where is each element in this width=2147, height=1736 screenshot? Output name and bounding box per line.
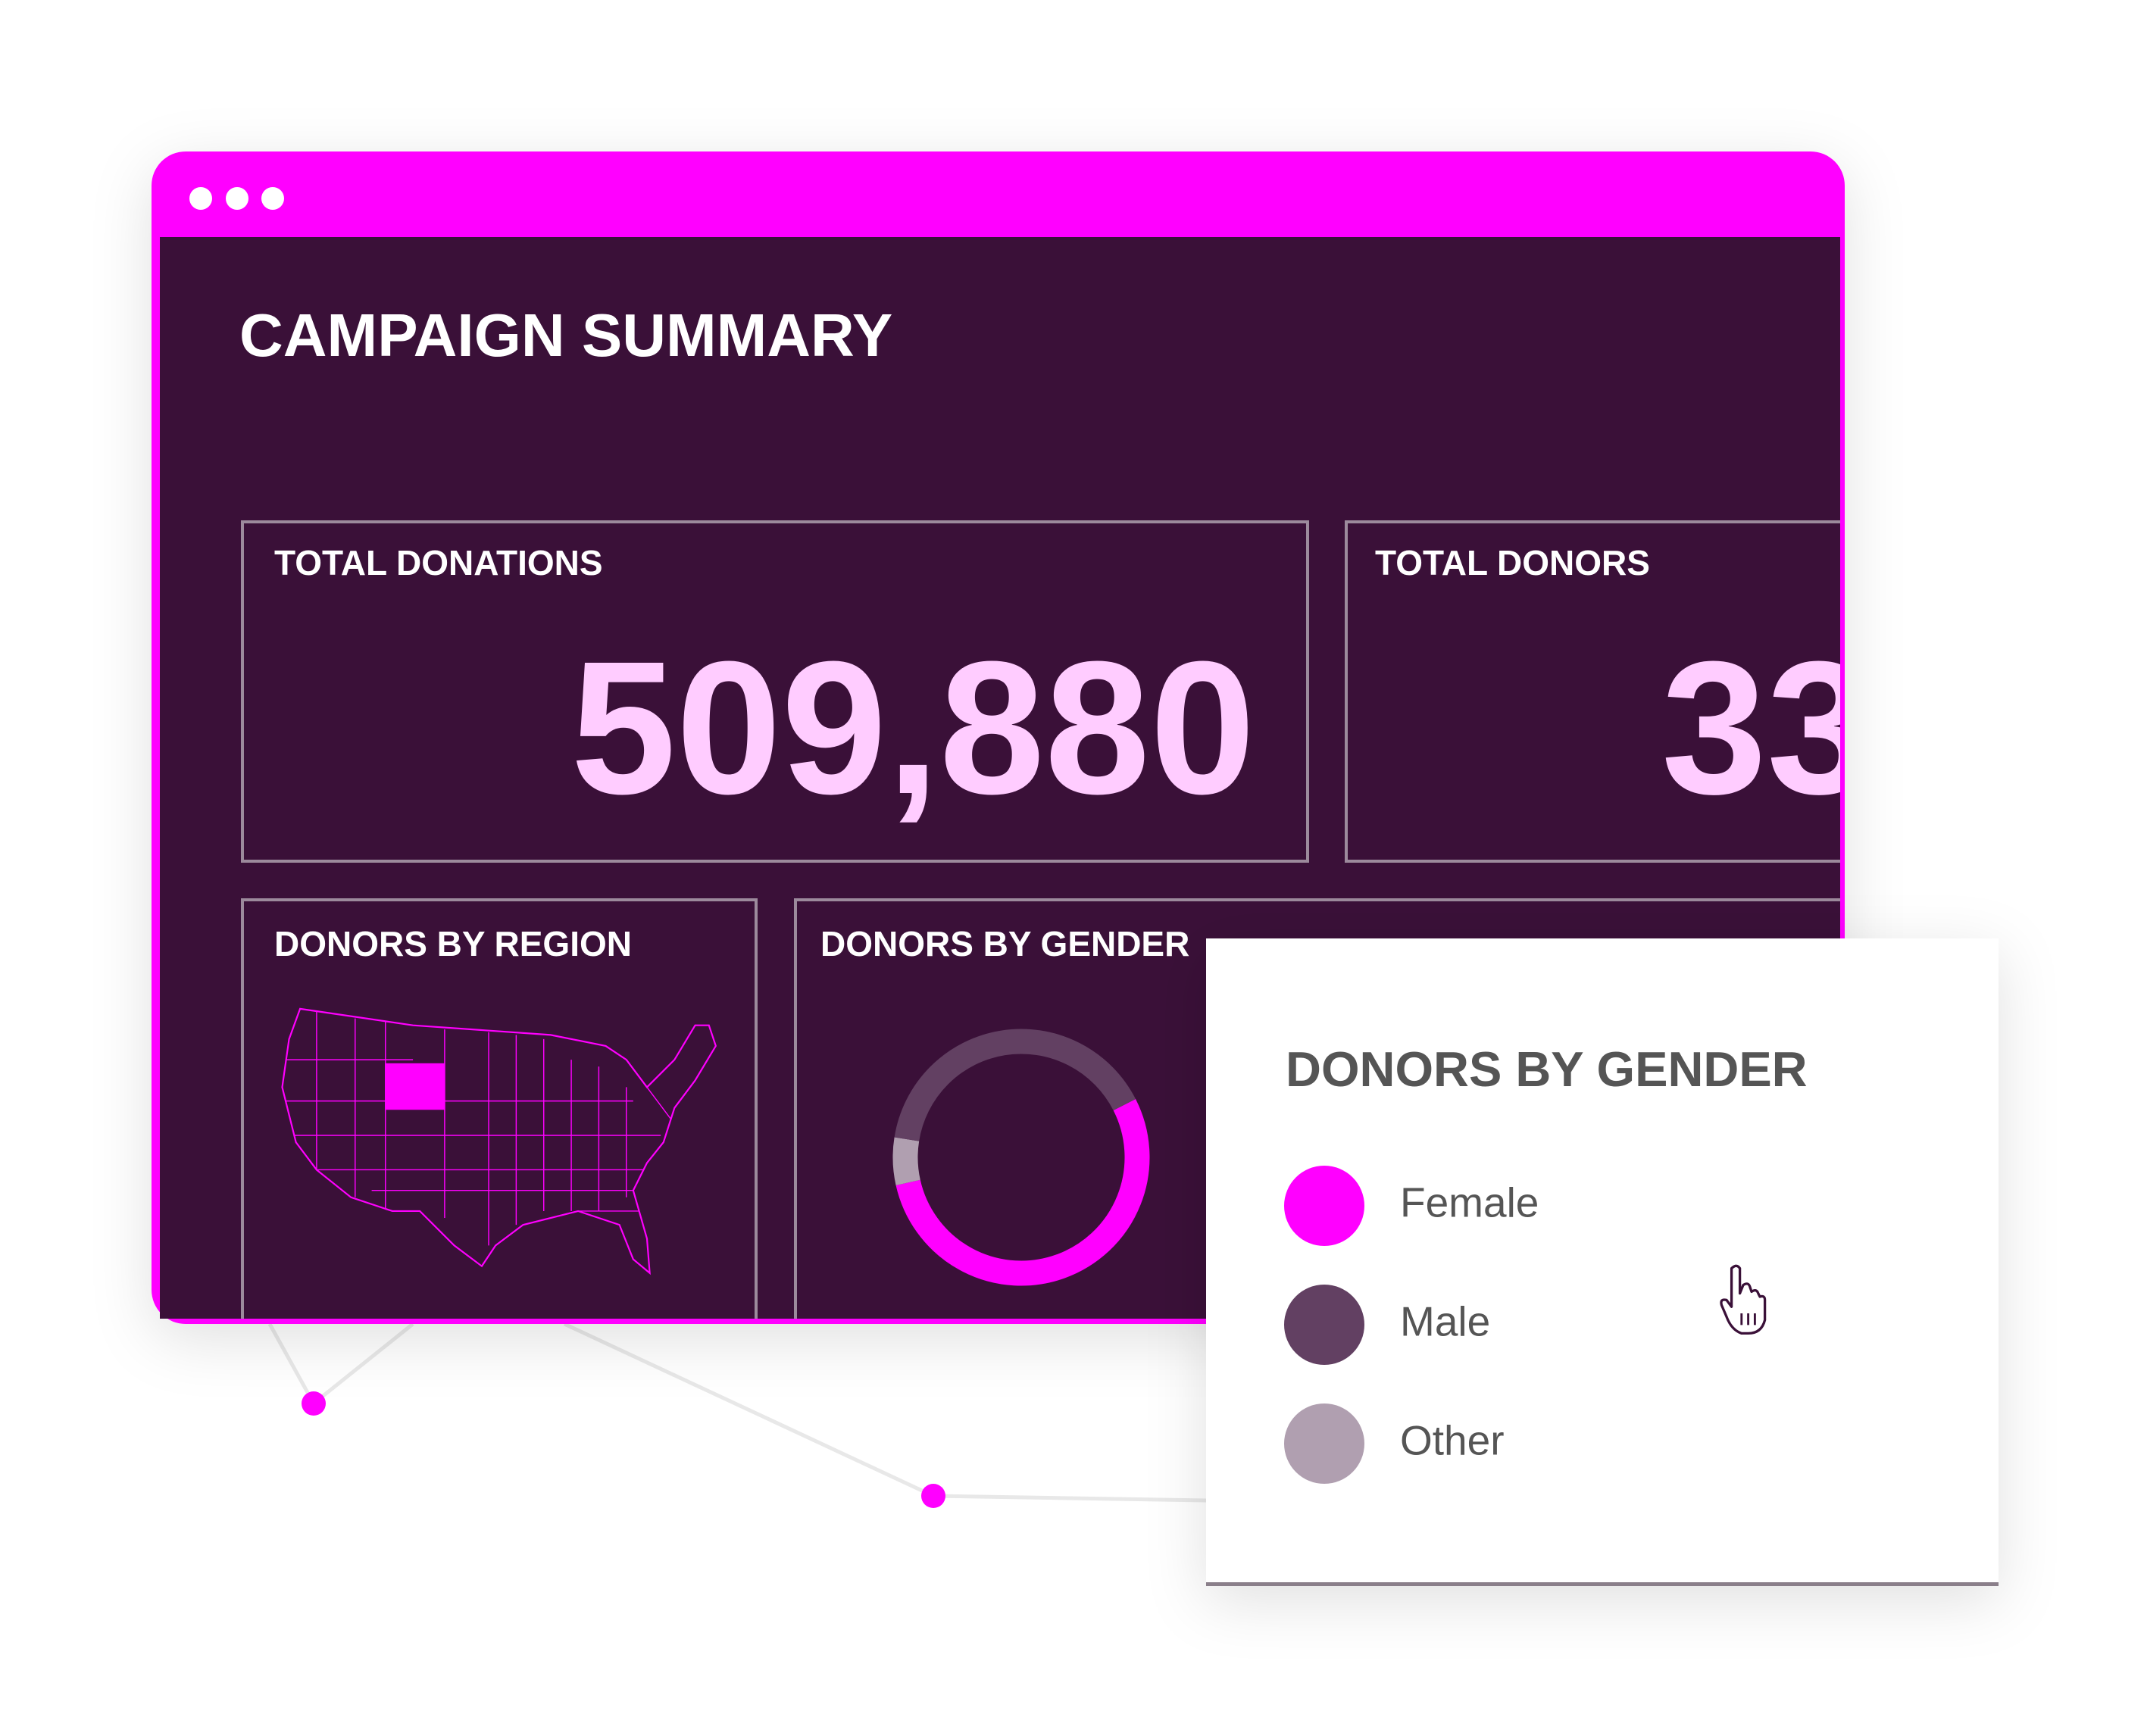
legend-popup: DONORS BY GENDER Female Male Other xyxy=(1206,938,1999,1586)
window-dot xyxy=(226,187,248,210)
window-dot xyxy=(261,187,284,210)
donors-card xyxy=(1345,520,1840,863)
legend-swatch xyxy=(1284,1403,1364,1484)
donut-segment xyxy=(892,1137,920,1185)
donut-segment xyxy=(894,1029,1136,1141)
donut-segment xyxy=(895,1099,1150,1286)
donors-value: 33 xyxy=(1661,622,1872,833)
legend-label: Male xyxy=(1400,1298,1490,1345)
card-label: TOTAL DONATIONS xyxy=(274,543,603,582)
legend-label: Other xyxy=(1400,1417,1505,1464)
cursor xyxy=(1720,1264,1767,1335)
legend-swatch xyxy=(1284,1166,1364,1246)
connector-dot xyxy=(302,1391,326,1416)
legend-swatch xyxy=(1284,1285,1364,1365)
connectors xyxy=(267,1322,1207,1503)
gender-card xyxy=(794,898,1840,1319)
window-dot xyxy=(189,187,212,210)
legend-label: Female xyxy=(1400,1179,1539,1226)
popup-title: DONORS BY GENDER xyxy=(1286,1041,1808,1097)
card-label: TOTAL DONORS xyxy=(1375,543,1650,582)
card-label: DONORS BY GENDER xyxy=(820,924,1189,963)
donut-chart xyxy=(892,1029,1150,1286)
donations-value: 509,880 xyxy=(570,622,1255,833)
donations-card xyxy=(241,520,1309,863)
us-map xyxy=(281,1007,717,1275)
region-card xyxy=(241,898,758,1319)
dashboard-title: CAMPAIGN SUMMARY xyxy=(239,301,892,369)
card-label: DONORS BY REGION xyxy=(274,924,632,963)
connector-dot xyxy=(921,1484,945,1508)
